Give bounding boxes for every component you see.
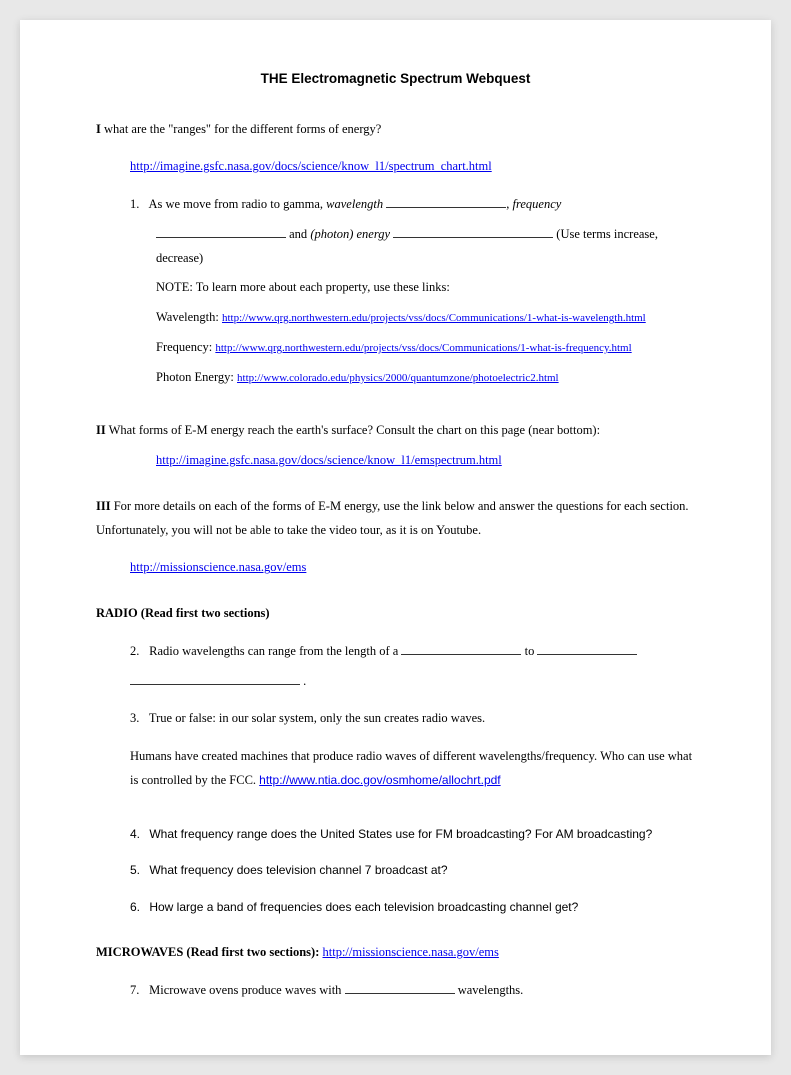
section-2: II What forms of E-M energy reach the ea… — [96, 419, 695, 443]
wavelength-label: Wavelength: — [156, 310, 222, 324]
microwaves-heading: MICROWAVES (Read first two sections): ht… — [96, 941, 695, 965]
photon-row: Photon Energy: http://www.colorado.edu/p… — [156, 366, 695, 390]
q3-text: True or false: in our solar system, only… — [149, 711, 485, 725]
question-2: 2. Radio wavelengths can range from the … — [130, 640, 695, 664]
q2-blank-2 — [537, 644, 637, 655]
section-2-link-row: http://imagine.gsfc.nasa.gov/docs/scienc… — [156, 449, 695, 473]
emspectrum-link[interactable]: http://imagine.gsfc.nasa.gov/docs/scienc… — [156, 453, 502, 467]
q4-number: 4. — [130, 823, 146, 846]
q1-blank-1 — [386, 197, 506, 208]
q1-photon: (photon) energy — [310, 227, 390, 241]
question-5: 5. What frequency does television channe… — [130, 859, 695, 882]
frequency-link[interactable]: http://www.qrg.northwestern.edu/projects… — [215, 342, 631, 354]
q2-text-b: to — [521, 644, 537, 658]
q3-number: 3. — [130, 707, 146, 731]
section-1-heading: I what are the "ranges" for the differen… — [96, 118, 695, 142]
note-line: NOTE: To learn more about each property,… — [156, 276, 695, 300]
question-6: 6. How large a band of frequencies does … — [130, 896, 695, 919]
q2-blank-1 — [401, 644, 521, 655]
microwaves-heading-text: MICROWAVES (Read first two sections): — [96, 945, 323, 959]
page-title: THE Electromagnetic Spectrum Webquest — [96, 66, 695, 92]
q1-text-c: and — [286, 227, 310, 241]
section-1-prompt: what are the "ranges" for the different … — [101, 122, 376, 136]
q6-number: 6. — [130, 896, 146, 919]
q1-wavelength: wavelength — [326, 197, 383, 211]
q7-number: 7. — [130, 979, 146, 1003]
section-2-label: II — [96, 423, 106, 437]
wavelength-row: Wavelength: http://www.qrg.northwestern.… — [156, 306, 695, 330]
question-7: 7. Microwave ovens produce waves with wa… — [130, 979, 695, 1003]
q2-text-c: . — [300, 674, 306, 688]
section-1-link-row: http://imagine.gsfc.nasa.gov/docs/scienc… — [130, 155, 695, 179]
q1-blank-2 — [156, 227, 286, 238]
q4-text: What frequency range does the United Sta… — [149, 827, 652, 841]
document-page: THE Electromagnetic Spectrum Webquest I … — [20, 20, 771, 1055]
radio-heading: RADIO (Read first two sections) — [96, 602, 695, 626]
fcc-link[interactable]: http://www.ntia.doc.gov/osmhome/allochrt… — [259, 773, 500, 787]
section-3-label: III — [96, 499, 111, 513]
photon-label: Photon Energy: — [156, 370, 237, 384]
section-3: III For more details on each of the form… — [96, 495, 695, 543]
q7-blank — [345, 983, 455, 994]
q6-text: How large a band of frequencies does eac… — [149, 900, 578, 914]
question-1-line2: and (photon) energy (Use terms increase,… — [156, 223, 695, 271]
question-4: 4. What frequency range does the United … — [130, 823, 695, 846]
section-3-text: For more details on each of the forms of… — [96, 499, 689, 537]
question-3: 3. True or false: in our solar system, o… — [130, 707, 695, 731]
q2-text-a: Radio wavelengths can range from the len… — [149, 644, 401, 658]
q1-text-a: As we move from radio to gamma, — [148, 197, 326, 211]
humans-para: Humans have created machines that produc… — [130, 745, 695, 793]
section-3-link-row: http://missionscience.nasa.gov/ems — [130, 556, 695, 580]
q2-number: 2. — [130, 640, 146, 664]
radio-heading-text: RADIO (Read first two sections) — [96, 606, 270, 620]
q1-frequency: frequency — [512, 197, 561, 211]
frequency-row: Frequency: http://www.qrg.northwestern.e… — [156, 336, 695, 360]
microwaves-link[interactable]: http://missionscience.nasa.gov/ems — [323, 945, 499, 959]
frequency-label: Frequency: — [156, 340, 215, 354]
question-2-line2: . — [130, 670, 695, 694]
wavelength-link[interactable]: http://www.qrg.northwestern.edu/projects… — [222, 312, 646, 324]
q5-text: What frequency does television channel 7… — [149, 863, 447, 877]
q2-blank-3 — [130, 673, 300, 684]
question-1: 1. As we move from radio to gamma, wavel… — [130, 193, 695, 217]
missionscience-link[interactable]: http://missionscience.nasa.gov/ems — [130, 560, 306, 574]
q7-text-a: Microwave ovens produce waves with — [149, 983, 344, 997]
q5-number: 5. — [130, 859, 146, 882]
photon-link[interactable]: http://www.colorado.edu/physics/2000/qua… — [237, 372, 559, 384]
section-1-qmark: ? — [376, 122, 382, 136]
q1-number: 1. — [130, 193, 146, 217]
section-2-text: What forms of E-M energy reach the earth… — [106, 423, 600, 437]
spectrum-chart-link[interactable]: http://imagine.gsfc.nasa.gov/docs/scienc… — [130, 159, 492, 173]
q1-blank-3 — [393, 227, 553, 238]
q7-text-b: wavelengths. — [455, 983, 524, 997]
